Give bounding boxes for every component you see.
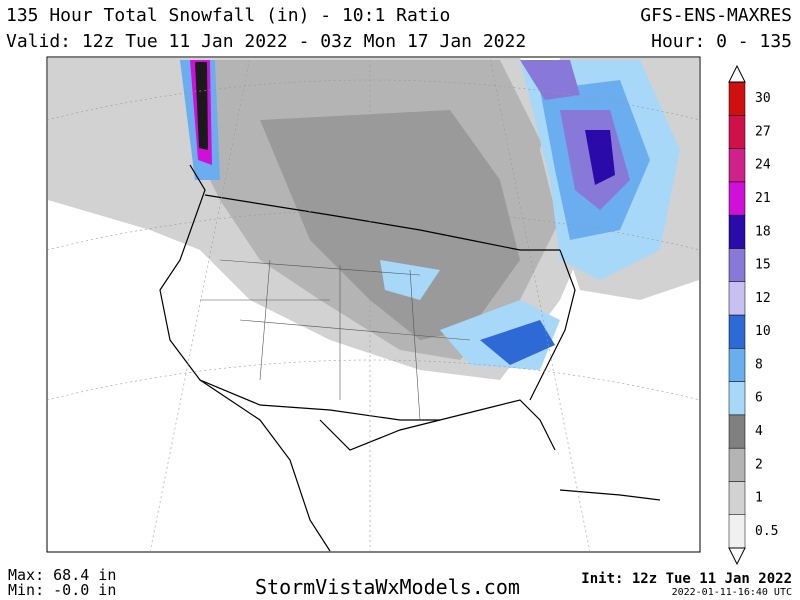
colorbar-label: 1 <box>755 491 763 506</box>
colorbar-swatch <box>728 481 746 515</box>
state-borders <box>200 259 471 421</box>
map-title: 135 Hour Total Snowfall (in) - 10:1 Rati… <box>6 5 451 26</box>
colorbar-swatch <box>728 281 746 316</box>
valid-period: Valid: 12z Tue 11 Jan 2022 - 03z Mon 17 … <box>6 31 527 52</box>
colorbar-label: 4 <box>755 424 763 439</box>
colorbar-swatch <box>728 514 746 549</box>
colorbar-swatch <box>728 447 746 482</box>
colorbar-swatch <box>728 148 746 183</box>
colorbar-swatch <box>728 248 746 282</box>
colorbar-label: 0.5 <box>755 524 778 539</box>
init-time: Init: 12z Tue 11 Jan 2022 <box>581 571 792 587</box>
site-name: StormVistaWxModels.com <box>255 575 520 599</box>
forecast-hour: Hour: 0 - 135 <box>651 31 792 52</box>
model-name: GFS-ENS-MAXRES <box>640 5 792 26</box>
colorbar-label: 2 <box>755 457 763 472</box>
colorbar-label: 6 <box>755 391 763 406</box>
colorbar-swatch <box>728 348 746 382</box>
colorbar-swatch <box>728 81 746 116</box>
colorbar-swatch <box>728 214 746 249</box>
colorbar-label: 10 <box>755 324 771 339</box>
colorbar-label: 15 <box>755 258 771 273</box>
colorbar-swatch <box>728 181 746 216</box>
colorbar-swatch <box>728 381 746 416</box>
colorbar-arrow-top <box>728 64 746 83</box>
colorbar-label: 30 <box>755 91 771 106</box>
colorbar-label: 8 <box>755 357 763 372</box>
colorbar-label: 21 <box>755 191 771 206</box>
colorbar-arrow-bottom <box>728 547 746 566</box>
colorbar-label: 27 <box>755 124 771 139</box>
colorbar-swatch <box>728 314 746 349</box>
colorbar-swatch <box>728 115 746 149</box>
colorbar-label: 24 <box>755 158 771 173</box>
max-value: Max: 68.4 in <box>8 566 117 584</box>
min-value: Min: -0.0 in <box>8 581 117 599</box>
colorbar-label: 18 <box>755 224 771 239</box>
colorbar-label: 12 <box>755 291 771 306</box>
timestamp: 2022-01-11-16:40 UTC <box>671 587 792 598</box>
colorbar-swatch <box>728 414 746 449</box>
